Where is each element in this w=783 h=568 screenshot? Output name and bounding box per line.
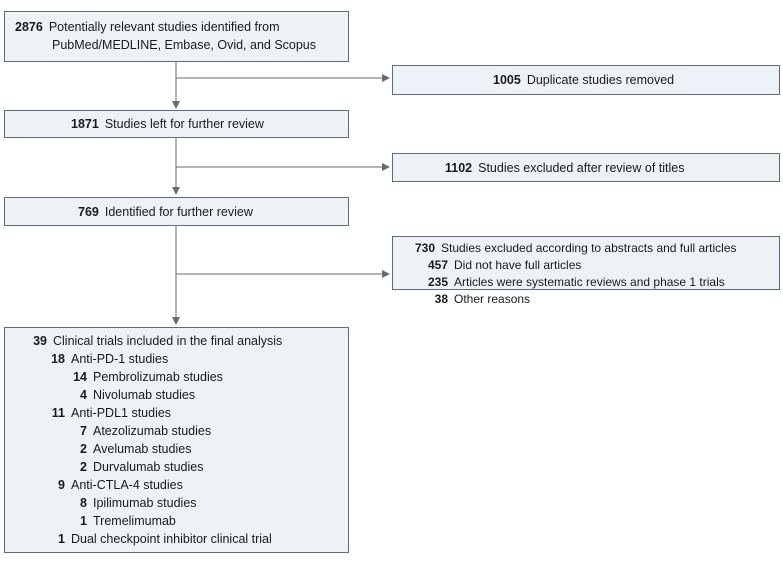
further-review-label: Identified for further review: [104, 205, 253, 219]
final-label: Clinical trials included in the final an…: [53, 334, 283, 348]
identified-count: 2876: [15, 20, 43, 34]
drug-count: 2: [80, 442, 87, 456]
exclusion-reason-count: 38: [434, 292, 448, 306]
drug-count: 1: [80, 514, 87, 528]
drug-row: 2 Durvalumab studies: [15, 458, 348, 476]
drug-class-label: Dual checkpoint inhibitor clinical trial: [71, 532, 272, 546]
drug-label: Pembrolizumab studies: [93, 370, 223, 384]
left-for-review-box: 1871 Studies left for further review: [4, 110, 349, 138]
identified-box: 2876 Potentially relevant studies identi…: [4, 11, 349, 62]
exclusion-reason-count: 457: [427, 258, 448, 272]
drug-class-count: 1: [58, 532, 65, 546]
drug-row: 4 Nivolumab studies: [15, 386, 348, 404]
drug-count: 14: [73, 370, 87, 384]
duplicates-label: Duplicate studies removed: [526, 73, 675, 87]
excluded-titles-count: 1102: [445, 161, 473, 175]
drug-label: Atezolizumab studies: [93, 424, 212, 438]
excluded-titles-box: 1102 Studies excluded after review of ti…: [392, 153, 780, 182]
drug-count: 8: [80, 496, 87, 510]
drug-row: 14 Pembrolizumab studies: [15, 368, 348, 386]
drug-count: 7: [80, 424, 87, 438]
drug-row: 7 Atezolizumab studies: [15, 422, 348, 440]
drug-label: Tremelimumab: [93, 514, 176, 528]
duplicates-count: 1005: [493, 73, 521, 87]
drug-class-count: 18: [51, 352, 65, 366]
drug-label: Ipilimumab studies: [93, 496, 197, 510]
left-for-review-count: 1871: [71, 117, 99, 131]
drug-class-label: Anti-PDL1 studies: [71, 406, 172, 420]
drug-row: 1 Tremelimumab: [15, 512, 348, 530]
drug-row: 2 Avelumab studies: [15, 440, 348, 458]
drug-row: 8 Ipilimumab studies: [15, 494, 348, 512]
excluded-abstracts-count: 730: [414, 241, 435, 255]
drug-label: Avelumab studies: [93, 442, 192, 456]
drug-count: 2: [80, 460, 87, 474]
exclusion-reason: 457 Did not have full articles: [403, 257, 779, 274]
final-count: 39: [33, 334, 47, 348]
drug-class-row: 1 Dual checkpoint inhibitor clinical tri…: [15, 530, 348, 548]
further-review-count: 769: [78, 205, 99, 219]
drug-class-label: Anti-CTLA-4 studies: [71, 478, 183, 492]
excluded-titles-label: Studies excluded after review of titles: [478, 161, 685, 175]
drug-class-row: 18 Anti-PD-1 studies: [15, 350, 348, 368]
drug-label: Nivolumab studies: [93, 388, 196, 402]
drug-class-row: 9 Anti-CTLA-4 studies: [15, 476, 348, 494]
left-for-review-label: Studies left for further review: [104, 117, 264, 131]
excluded-abstracts-box: 730 Studies excluded according to abstra…: [392, 236, 780, 306]
exclusion-reason-label: Other reasons: [454, 292, 531, 306]
exclusion-reason: 235 Articles were systematic reviews and…: [403, 274, 779, 291]
drug-class-count: 11: [51, 406, 65, 420]
final-analysis-box: 39 Clinical trials included in the final…: [4, 327, 349, 553]
duplicates-box: 1005 Duplicate studies removed: [392, 65, 780, 95]
drug-count: 4: [80, 388, 87, 402]
identified-label: Potentially relevant studies identified …: [48, 20, 280, 34]
exclusion-reason-label: Articles were systematic reviews and pha…: [454, 275, 725, 289]
further-review-box: 769 Identified for further review: [4, 197, 349, 226]
exclusion-reason-label: Did not have full articles: [454, 258, 582, 272]
exclusion-reason-count: 235: [427, 275, 448, 289]
drug-class-label: Anti-PD-1 studies: [71, 352, 169, 366]
drug-class-row: 11 Anti-PDL1 studies: [15, 404, 348, 422]
drug-label: Durvalumab studies: [93, 460, 204, 474]
exclusion-reason: 38 Other reasons: [403, 291, 779, 308]
identified-sources: PubMed/MEDLINE, Embase, Ovid, and Scopus: [52, 38, 317, 52]
excluded-abstracts-label: Studies excluded according to abstracts …: [441, 241, 737, 255]
drug-class-count: 9: [58, 478, 65, 492]
